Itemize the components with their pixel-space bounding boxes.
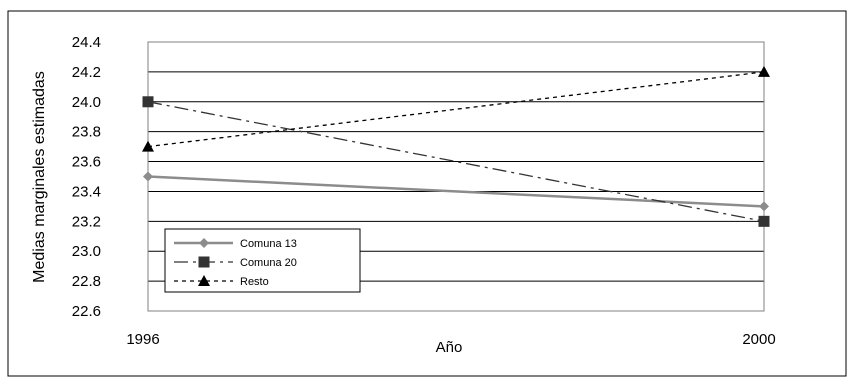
data-point-marker <box>142 140 154 152</box>
y-tick-label: 22.8 <box>72 273 101 290</box>
legend-marker <box>198 256 210 268</box>
legend-label: Comuna 20 <box>240 257 297 269</box>
data-point-marker <box>759 201 769 212</box>
legend-label: Comuna 13 <box>240 238 297 250</box>
x-tick-label: 2000 <box>742 331 775 348</box>
x-tick-label: 1996 <box>126 331 159 348</box>
y-tick-label: 23.8 <box>72 124 101 141</box>
legend-marker <box>198 275 210 286</box>
y-tick-label: 24.2 <box>72 64 101 81</box>
y-tick-label: 23.6 <box>72 154 101 171</box>
legend: Comuna 13 Comuna 20 Resto <box>164 228 361 293</box>
y-tick-labels: 22.6 22.8 23.0 23.2 23.4 23.6 23.8 24.0 24.2 24.4 <box>72 34 101 320</box>
data-point-marker <box>758 65 770 77</box>
x-axis-label: Año <box>436 339 463 356</box>
data-point-marker <box>142 96 154 108</box>
legend-marker <box>199 238 209 248</box>
y-tick-label: 24.4 <box>72 34 101 51</box>
y-tick-label: 23.4 <box>72 183 101 200</box>
y-tick-label: 23.0 <box>72 243 101 260</box>
series-line <box>147 101 765 222</box>
y-tick-label: 24.0 <box>72 94 101 111</box>
outer-border <box>7 10 847 377</box>
y-axis-label: Medias marginales estimadas <box>31 71 48 283</box>
data-point-marker <box>758 215 770 227</box>
legend-label: Resto <box>240 276 269 288</box>
series-lines <box>142 65 770 227</box>
data-point-marker <box>143 171 153 182</box>
y-tick-label: 23.2 <box>72 213 101 230</box>
legend-box <box>164 228 361 293</box>
y-tick-label: 22.6 <box>72 303 101 320</box>
x-tick-labels: 1996 2000 <box>126 331 775 348</box>
